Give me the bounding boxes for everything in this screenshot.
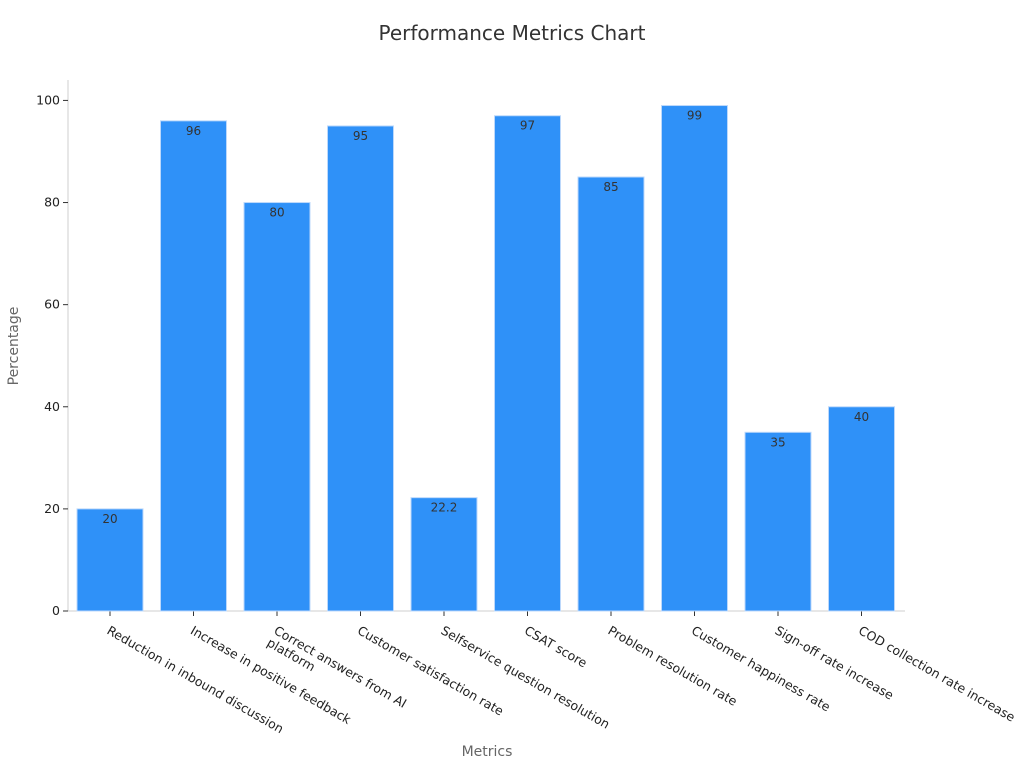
- y-tick-label-1: 20: [44, 501, 60, 516]
- bars: [76, 105, 895, 612]
- y-tick-label-0: 0: [52, 603, 60, 618]
- bar-1: [160, 120, 227, 612]
- data-label-9: 40: [854, 410, 869, 424]
- data-label-5: 97: [520, 119, 535, 133]
- x-tick-label-line-3-0: Customer satisfaction rate: [355, 623, 507, 719]
- chart-title: Performance Metrics Chart: [378, 21, 645, 45]
- x-axis-label: Metrics: [462, 744, 513, 760]
- x-tick-label-line-4-0: Selfservice question resolution: [439, 623, 613, 732]
- y-tick-label-2: 40: [44, 399, 60, 414]
- bar-7: [661, 105, 728, 612]
- x-tick-label-5: CSAT score: [522, 623, 590, 671]
- data-label-0: 20: [102, 512, 117, 526]
- x-tick-label-line-9-0: COD collection rate increase: [856, 623, 1018, 725]
- y-tick-label-5: 100: [36, 92, 60, 107]
- bar-9: [828, 406, 895, 612]
- data-label-2: 80: [269, 206, 284, 220]
- bar-3: [327, 125, 394, 612]
- x-tick-label-4: Selfservice question resolution: [439, 623, 613, 732]
- data-label-4: 22.2: [431, 501, 458, 515]
- data-label-6: 85: [603, 180, 618, 194]
- x-tick-label-line-7-0: Customer happiness rate: [689, 623, 833, 715]
- x-tick-label-7: Customer happiness rate: [689, 623, 833, 715]
- x-tick-label-3: Customer satisfaction rate: [355, 623, 507, 719]
- bar-4: [410, 497, 478, 612]
- bar-2: [243, 202, 311, 612]
- data-label-8: 35: [770, 435, 785, 449]
- x-tick-label-line-5-0: CSAT score: [522, 623, 590, 671]
- data-label-1: 96: [186, 124, 201, 138]
- data-label-7: 99: [687, 109, 702, 123]
- x-tick-label-line-2-0: Correct answers from AI: [272, 623, 410, 711]
- bar-0: [76, 508, 144, 612]
- y-tick-label-3: 60: [44, 297, 60, 312]
- data-labels: 20 96 80 95 22.2 97 85 99 35 40: [102, 109, 869, 526]
- bar-5: [494, 115, 561, 612]
- bar-8: [744, 431, 812, 612]
- data-label-3: 95: [353, 129, 368, 143]
- bar-6: [577, 176, 645, 612]
- y-axis-label: Percentage: [6, 307, 22, 386]
- x-tick-label-9: COD collection rate increase: [856, 623, 1018, 725]
- y-tick-label-4: 80: [44, 195, 60, 210]
